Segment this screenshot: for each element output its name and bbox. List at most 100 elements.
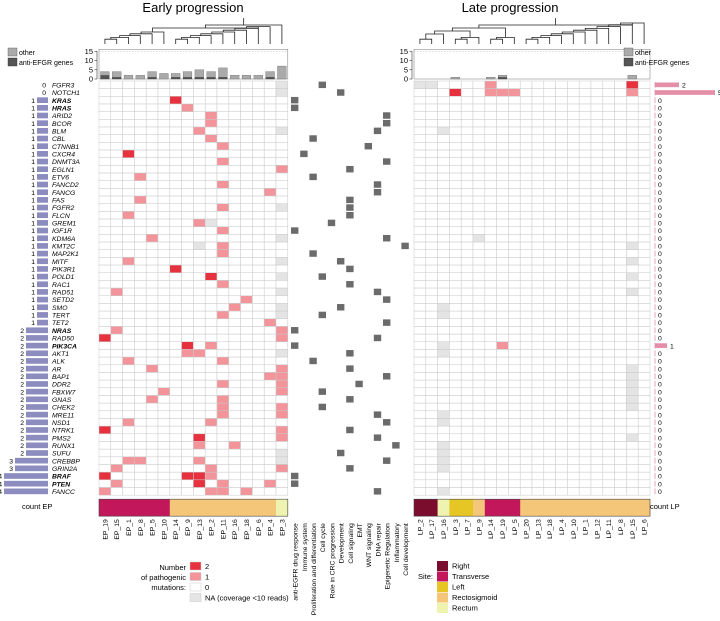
ep-cell-MRE11-EP_8	[134, 410, 147, 419]
ep-cell-CHEK2-EP_15	[110, 402, 123, 412]
count-lp-value-SETD2: 0	[658, 297, 662, 304]
lp-cell-MAP2K1-LP_13	[531, 249, 545, 258]
lp-cell-CHEK2-LP_10	[567, 402, 580, 412]
ep-cell-CXCR4-EP_5	[145, 149, 159, 158]
count-ep-value-AR: 2	[20, 366, 24, 373]
ep-cell-ARID2-EP_8	[134, 111, 147, 120]
count-lp-value-NSD1: 0	[658, 420, 662, 427]
lp-bar-other-LP_15	[627, 75, 637, 80]
count-ep-value-NOTCH1: 0	[42, 90, 46, 97]
legend-site-swatch-Transverse	[437, 571, 448, 582]
ep-cell-PIK3R1-EP_6	[252, 264, 265, 273]
ep-cell-FANCG-EP_2	[204, 188, 218, 197]
ep-cell-FAS-EP_8	[134, 195, 147, 204]
ep-cell-FBXW7-EP_8	[134, 387, 147, 396]
ep-cell-EGLN1-EP_2	[204, 165, 218, 174]
pathway-cell-RAC1-6	[346, 281, 354, 288]
lp-cell-NOTCH1-LP_15	[626, 88, 639, 97]
lp-cell-KMT2C-LP_14	[484, 241, 497, 250]
ep-cell-PIK3CA-EP_8	[134, 341, 147, 350]
lp-cell-BLM-LP_11	[602, 126, 615, 135]
ep-cell-AR-EP_14	[169, 364, 182, 373]
ep-cell-NTRK1-EP_1	[122, 425, 135, 435]
ep-cell-ALK-EP_4	[263, 356, 277, 366]
lp-cell-CTNNB1-LP_16	[437, 142, 450, 151]
ep-cell-TERT-EP_4	[263, 310, 277, 320]
lp-cell-BAP1-LP_8	[614, 372, 627, 381]
lp-cell-SUFU-LP_20	[519, 448, 533, 458]
ep-cell-AR-EP_6	[252, 364, 265, 373]
lp-cell-ETV6-LP_7	[460, 172, 474, 181]
ep-cell-KMT2C-EP_11	[216, 241, 230, 250]
count-lp-value-MITF: 0	[658, 259, 662, 266]
lp-cell-NOTCH1-LP_13	[531, 88, 545, 97]
count-ep-value-CREBBP: 3	[9, 458, 13, 465]
lp-cell-SETD2-LP_4	[555, 295, 568, 304]
lp-cell-TET2-LP_2	[413, 318, 427, 327]
ep-bar-frame	[98, 49, 289, 80]
ep-cell-GRIN2A-EP_10	[157, 464, 171, 473]
lp-cell-FLCN-LP_17	[425, 211, 438, 220]
lp-cell-BAP1-LP_19	[496, 372, 509, 381]
ep-cell-SUFU-EP_15	[110, 448, 123, 458]
lp-cell-FBXW7-LP_12	[590, 387, 604, 396]
lp-cell-ARID2-LP_6	[637, 111, 651, 120]
lp-cell-GRIN2A-LP_20	[519, 464, 533, 473]
lp-cell-DDR2-LP_10	[567, 379, 580, 389]
ep-cell-BAP1-EP_19	[98, 372, 112, 381]
ep-cell-BCOR-EP_10	[157, 119, 171, 128]
count-ep-value-KDM6A: 1	[31, 236, 35, 243]
count-ep-value-FBXW7: 2	[20, 389, 24, 396]
lp-cell-EGLN1-LP_15	[626, 165, 639, 174]
lp-cell-DNMT3A-LP_5	[508, 157, 521, 166]
ep-sample-label-EP_14: EP_14	[173, 519, 180, 540]
lp-sample-label-LP_13: LP_13	[535, 519, 542, 539]
ep-cell-RAD51-EP_8	[134, 287, 147, 297]
ep-cell-CXCR4-EP_1	[122, 149, 135, 158]
lp-cell-ARID2-LP_5	[508, 111, 521, 120]
lp-cell-RAC1-LP_5	[508, 280, 521, 289]
lp-cell-GNAS-LP_14	[484, 395, 497, 404]
lp-cell-FANCD2-LP_10	[567, 180, 580, 189]
lp-cell-KDM6A-LP_9	[472, 234, 486, 243]
ep-cell-AR-EP_8	[134, 364, 147, 373]
lp-cell-FAS-LP_20	[519, 195, 533, 204]
ep-cell-ARID2-EP_1	[122, 111, 135, 120]
lp-cell-FGFR3-LP_11	[602, 80, 615, 89]
lp-cell-IGF1R-LP_3	[449, 226, 462, 235]
ep-cell-FLCN-EP_11	[216, 211, 230, 220]
lp-cell-CREBBP-LP_15	[626, 456, 639, 465]
count-lp-value-NRAS: 0	[658, 328, 662, 335]
ep-cell-DNMT3A-EP_3	[275, 157, 289, 166]
ep-cell-TERT-EP_10	[157, 310, 171, 320]
lp-cell-BRAF-LP_10	[567, 471, 580, 481]
ep-cell-KRAS-EP_16	[228, 96, 241, 105]
lp-cell-CBL-LP_8	[614, 134, 627, 143]
lp-cell-RAC1-LP_2	[413, 280, 427, 289]
legend-site-swatch-Rectosigmoid	[437, 592, 448, 603]
lp-cell-HRAS-LP_20	[519, 103, 533, 112]
lp-cell-FBXW7-LP_7	[460, 387, 474, 396]
lp-cell-CTNNB1-LP_2	[413, 142, 427, 151]
ep-cell-FGFR2-EP_6	[252, 203, 265, 212]
lp-cell-IGF1R-LP_16	[437, 226, 450, 235]
ep-cell-CREBBP-EP_2	[204, 456, 218, 465]
ep-cell-TET2-EP_9	[181, 318, 194, 327]
lp-cell-BLM-LP_14	[484, 126, 497, 135]
ep-cell-DDR2-EP_3	[275, 379, 289, 389]
lp-cell-FAS-LP_1	[578, 195, 592, 204]
ep-cell-MRE11-EP_14	[169, 410, 182, 419]
pathway-cell-KMT2C-12	[401, 242, 409, 250]
gene-label-ep-FBXW7: FBXW7	[52, 389, 76, 396]
ep-cell-BCOR-EP_11	[216, 119, 230, 128]
lp-cell-SUFU-LP_12	[590, 448, 604, 458]
lp-cell-BCOR-LP_9	[472, 119, 486, 128]
ep-cell-RAC1-EP_18	[240, 280, 253, 289]
ep-cell-HRAS-EP_4	[263, 103, 277, 112]
lp-cell-RAC1-LP_18	[543, 280, 556, 289]
ep-cell-RAD51-EP_14	[169, 287, 182, 297]
site-lp-LP_3	[449, 499, 462, 517]
lp-cell-PIK3CA-LP_4	[555, 341, 568, 350]
lp-cell-NTRK1-LP_9	[472, 425, 486, 435]
site-lp-LP_11	[602, 499, 615, 517]
